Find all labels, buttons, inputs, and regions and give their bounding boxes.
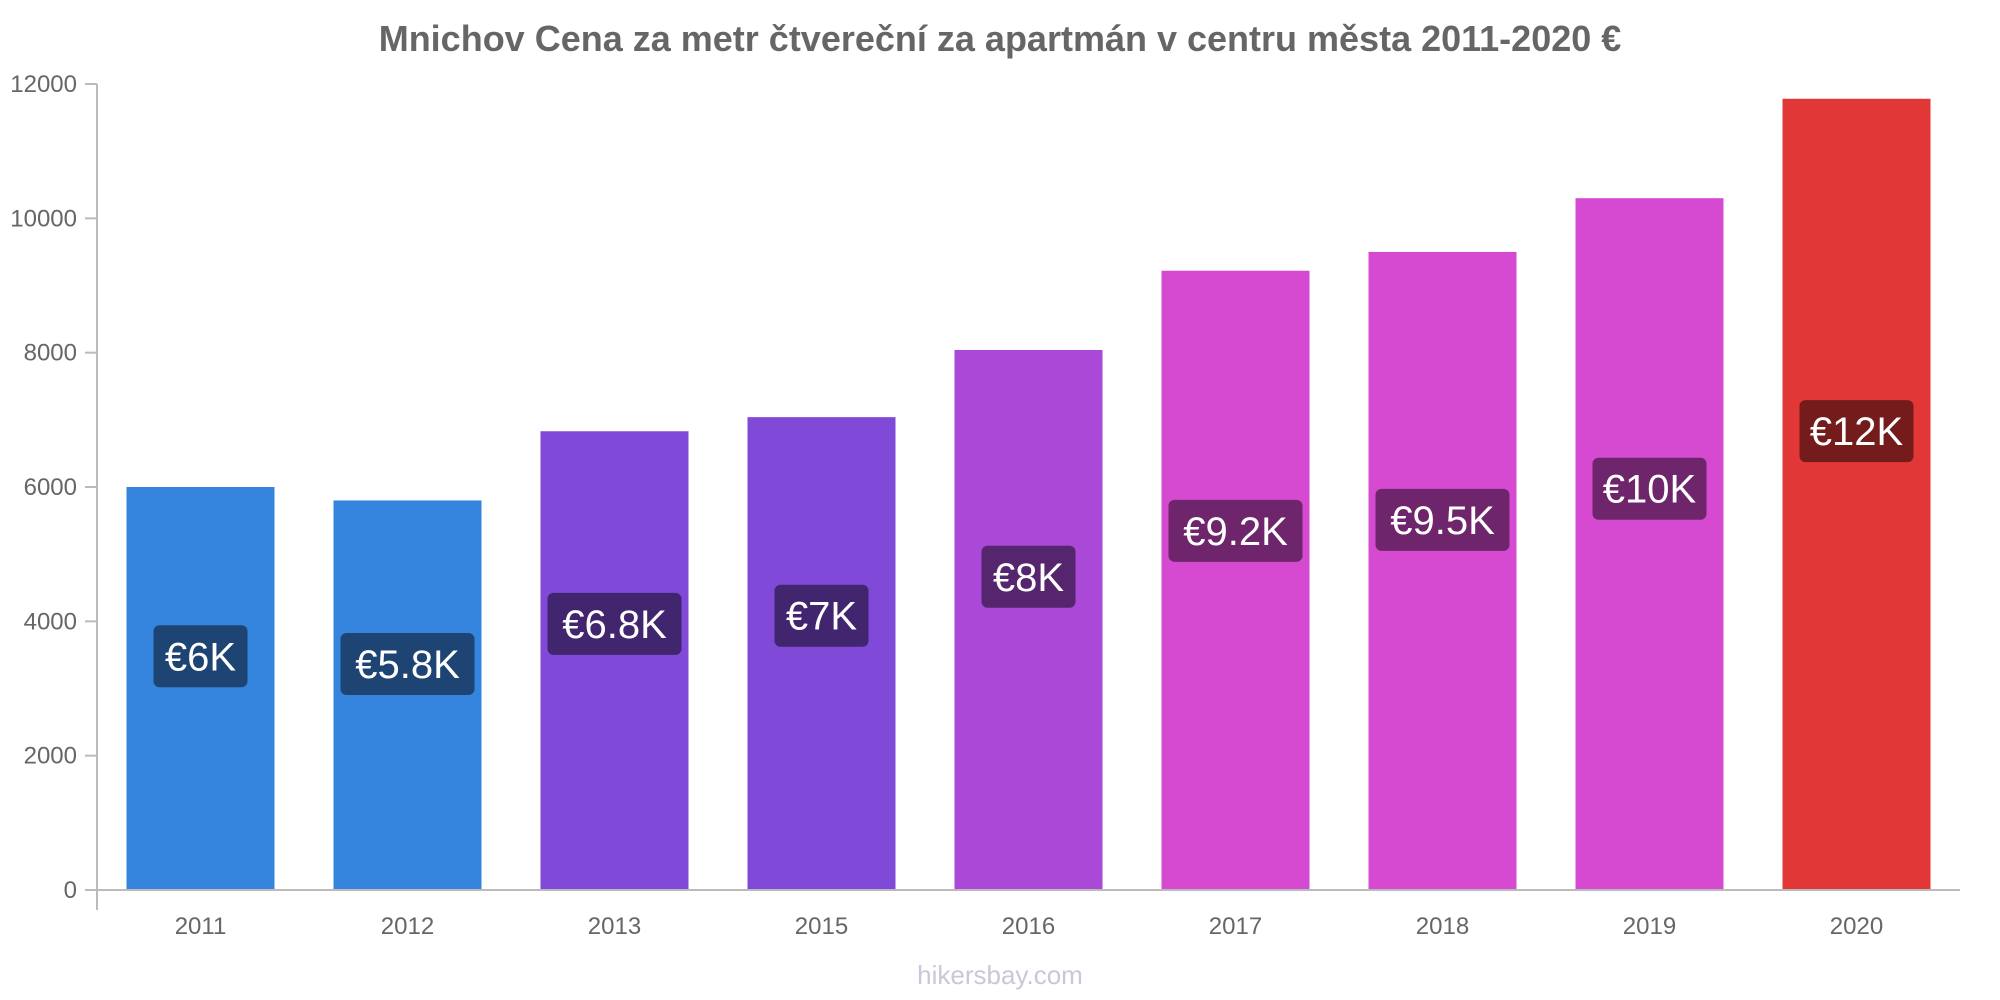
y-tick-label: 8000	[24, 340, 77, 367]
x-tick-label: 2011	[175, 913, 227, 940]
bar-label-box	[340, 633, 475, 696]
bar-label-box	[547, 592, 682, 655]
bar-value-label: €6K	[165, 635, 236, 679]
bar-2018	[1368, 251, 1517, 890]
x-tick-label: 2012	[381, 913, 434, 940]
x-tick-label: 2020	[1830, 913, 1883, 940]
bar-2019	[1575, 198, 1724, 890]
bar-2015	[747, 417, 896, 890]
bar-labels-group: €6K €5.8K €6.8K €7K €8K €9.2K €9.5K €10K €12K	[153, 400, 1914, 696]
y-tick-label: 0	[64, 877, 77, 904]
bars-group	[126, 98, 1931, 891]
y-tick-label: 4000	[24, 608, 77, 635]
bar-value-label: €9.2K	[1183, 510, 1288, 554]
bar-value-label: €12K	[1810, 410, 1904, 454]
bar-value-label: €10K	[1603, 468, 1697, 512]
y-tick-label: 10000	[10, 205, 77, 232]
x-tick-label: 2017	[1209, 913, 1262, 940]
bar-2016	[954, 349, 1103, 891]
bar-2011	[126, 487, 275, 890]
bar-value-label: €8K	[993, 556, 1064, 600]
watermark: hikersbay.com	[917, 960, 1083, 990]
y-tick-label: 12000	[10, 71, 77, 98]
bar-2020	[1782, 98, 1931, 890]
x-axis: 2011 2012 2013 2015 2016 2017 2018 2019 2020	[85, 889, 1960, 940]
x-tick-label: 2016	[1002, 913, 1055, 940]
bar-2017	[1161, 270, 1310, 890]
y-axis: 0 2000 4000 6000 8000 10000 12000	[10, 71, 98, 910]
bar-value-label: €7K	[786, 595, 857, 639]
x-tick-label: 2018	[1416, 913, 1469, 940]
x-tick-label: 2013	[588, 913, 641, 940]
bar-label-box	[774, 584, 869, 647]
bar-value-label: €5.8K	[355, 643, 460, 687]
chart-title: Mnichov Cena za metr čtvereční za apartm…	[378, 18, 1622, 59]
bar-label-box	[1375, 488, 1510, 551]
x-tick-label: 2015	[795, 913, 848, 940]
bar-label-box	[1592, 457, 1707, 520]
bar-2012	[333, 500, 482, 890]
bar-label-box	[1799, 400, 1914, 463]
y-tick-label: 6000	[24, 474, 77, 501]
bar-2013	[540, 431, 689, 890]
bar-value-label: €6.8K	[562, 603, 667, 647]
x-tick-label: 2019	[1623, 913, 1676, 940]
bar-value-label: €9.5K	[1390, 499, 1495, 543]
bar-label-box	[153, 625, 248, 688]
bar-label-box	[1168, 499, 1303, 562]
bar-label-box	[981, 545, 1076, 608]
y-tick-label: 2000	[24, 743, 77, 770]
